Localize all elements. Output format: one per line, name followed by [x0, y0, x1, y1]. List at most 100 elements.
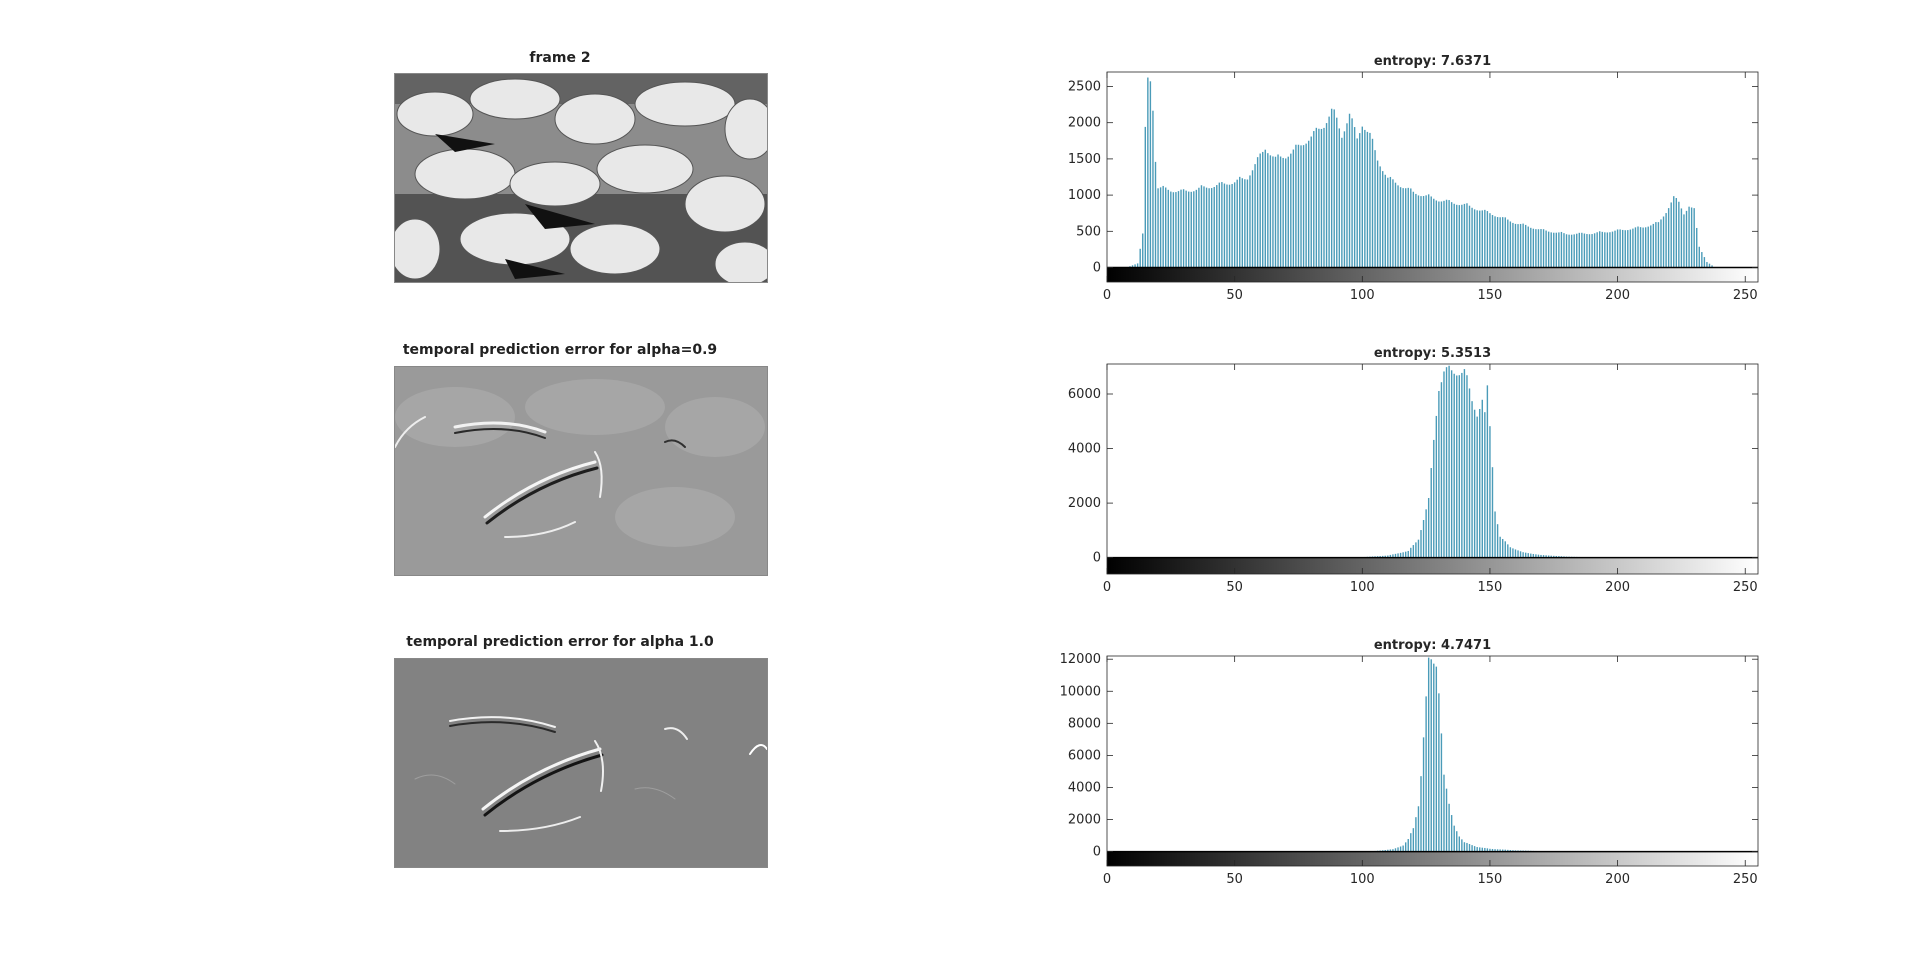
histogram-bar — [1154, 161, 1157, 268]
histogram-bar — [1662, 216, 1665, 268]
histogram-bar — [1412, 828, 1415, 852]
histogram-bar — [1389, 849, 1392, 852]
histogram-bar — [1524, 224, 1527, 268]
histogram-bar — [1387, 177, 1389, 268]
histogram-bar — [1382, 555, 1384, 558]
histogram-bar — [1675, 198, 1678, 268]
histogram-bar — [1632, 228, 1634, 268]
histogram-bar — [1144, 126, 1146, 268]
histogram-bar — [1323, 127, 1325, 268]
histogram-bar — [1417, 806, 1420, 852]
histogram-bar — [1213, 186, 1215, 268]
histogram-bar — [1527, 226, 1529, 268]
histogram-bar — [1210, 188, 1213, 268]
histogram-bar — [1216, 185, 1218, 268]
histogram-bar — [1371, 138, 1374, 268]
histogram-bar — [1272, 156, 1274, 268]
histogram-bar — [1550, 232, 1552, 268]
histogram-bar — [1468, 205, 1471, 268]
histogram-bar — [1560, 231, 1563, 268]
chart-title: entropy: 5.3513 — [1374, 346, 1491, 361]
histogram-bar — [1348, 113, 1351, 268]
histogram-bar — [1471, 845, 1473, 852]
histogram-bar — [1282, 157, 1284, 268]
histogram-bar — [1277, 154, 1279, 268]
histogram-bar — [1489, 848, 1491, 852]
histogram-bar — [1330, 108, 1333, 268]
histogram-bar — [1496, 524, 1499, 558]
histogram-bar — [1203, 186, 1205, 268]
y-tick-label: 2000 — [1068, 813, 1101, 828]
histogram-bar — [1660, 219, 1662, 268]
histogram-bar — [1604, 232, 1606, 268]
histogram-bar — [1491, 467, 1494, 558]
histogram-bar — [1142, 233, 1144, 268]
histogram-bar — [1139, 248, 1141, 268]
histogram-bar — [1448, 803, 1450, 852]
histogram-bar — [1535, 554, 1537, 558]
y-tick-label: 4000 — [1068, 442, 1101, 457]
histogram-bar — [1290, 153, 1292, 268]
histogram-bar — [1231, 183, 1233, 268]
histogram-bar — [1678, 201, 1680, 268]
histogram-bar — [1703, 257, 1706, 268]
histogram-bar — [1285, 158, 1287, 268]
histogram-bar — [1502, 538, 1504, 558]
histogram-bar — [1507, 849, 1509, 852]
histogram-bar — [1180, 189, 1182, 268]
error-alpha-09-image — [394, 366, 768, 576]
histogram-bar — [1576, 233, 1578, 268]
histogram-bar — [1172, 192, 1175, 268]
histogram-bar — [1415, 542, 1417, 558]
histogram-bar — [1491, 215, 1494, 268]
histogram-bar — [1494, 216, 1496, 268]
histogram-bar — [1532, 553, 1535, 558]
histogram-bar — [1499, 217, 1501, 268]
histogram-bar — [1448, 365, 1450, 558]
y-tick-label: 0 — [1093, 845, 1101, 860]
histogram-bar — [1241, 178, 1244, 268]
histogram-bar — [1443, 371, 1445, 558]
histogram-bar — [1450, 370, 1453, 558]
histogram-bar — [1558, 232, 1560, 268]
plot-area — [1107, 364, 1758, 574]
histogram-bar — [1558, 556, 1560, 558]
x-tick-label: 0 — [1103, 288, 1111, 303]
histogram-bar — [1573, 234, 1575, 268]
x-tick-label: 200 — [1605, 288, 1630, 303]
histogram-bar — [1208, 188, 1210, 268]
histogram-bar — [1147, 77, 1149, 268]
histogram-bar — [1530, 553, 1532, 558]
y-tick-label: 6000 — [1068, 387, 1101, 402]
histogram-bar — [1540, 554, 1542, 558]
histogram-bar — [1553, 555, 1555, 558]
histogram-bar — [1450, 202, 1453, 268]
histogram-bar — [1410, 547, 1412, 558]
histogram-bar — [1481, 847, 1483, 852]
histogram-bar — [1619, 229, 1621, 268]
histogram-bar — [1440, 733, 1443, 852]
x-tick-label: 150 — [1478, 580, 1503, 595]
histogram-bar — [1420, 776, 1422, 852]
histogram-bar — [1376, 160, 1379, 268]
histogram-bar — [1473, 209, 1476, 268]
x-tick-label: 250 — [1733, 580, 1758, 595]
histogram-bar — [1486, 385, 1489, 558]
histogram-bar — [1486, 211, 1489, 268]
histogram-bar — [1484, 209, 1486, 268]
histogram-bar — [1458, 375, 1461, 558]
histogram-bar — [1657, 222, 1660, 268]
histogram-bar — [1621, 229, 1624, 268]
histogram-bar — [1134, 264, 1136, 268]
histogram-bar — [1489, 426, 1491, 558]
histogram-bar — [1382, 171, 1384, 268]
histogram-bar — [1514, 223, 1517, 268]
histogram-bar — [1364, 129, 1366, 268]
histogram-bar — [1458, 205, 1461, 268]
histogram-bar — [1614, 230, 1616, 268]
histogram-bar — [1453, 203, 1455, 268]
histogram-bar — [1593, 233, 1596, 268]
frame-title: frame 2 — [529, 50, 591, 66]
histogram-bar — [1287, 156, 1289, 268]
